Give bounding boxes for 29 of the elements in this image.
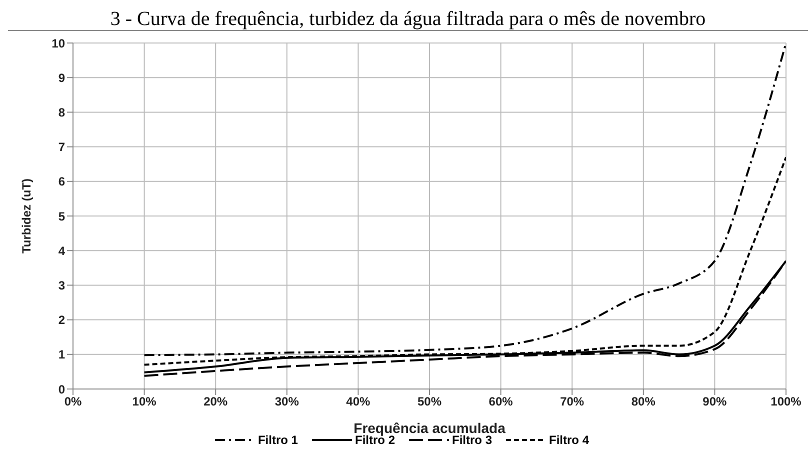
x-tick-label: 0% [64, 394, 82, 409]
y-tick-label: 10 [52, 36, 66, 50]
legend-label: Filtro 3 [452, 433, 492, 447]
chart-title: 3 - Curva de frequência, turbidez da água filtrada para o mês de novembro [8, 8, 808, 31]
y-tick-label: 2 [58, 313, 66, 328]
legend-label: Filtro 1 [256, 433, 298, 447]
x-tick-label: 70% [560, 394, 584, 409]
legend-label: Filtro 4 [548, 433, 590, 447]
y-axis-title: Turbidez (uT) [19, 178, 34, 254]
x-tick-label: 60% [488, 394, 514, 409]
x-tick-label: 10% [132, 394, 157, 409]
y-tick-label: 8 [58, 105, 66, 120]
x-tick-label: 80% [631, 394, 656, 409]
x-tick-label: 100% [770, 394, 802, 409]
y-tick-label: 5 [58, 209, 66, 224]
y-tick-label: 0 [58, 382, 66, 396]
y-tick-label: 9 [58, 70, 66, 85]
x-tick-label: 20% [204, 394, 228, 409]
x-tick-label: 40% [346, 394, 371, 409]
y-tick-label: 4 [58, 244, 66, 258]
x-tick-label: 30% [274, 394, 300, 409]
x-tick-label: 50% [417, 394, 442, 409]
y-tick-label: 7 [58, 140, 66, 154]
x-tick-label: 90% [702, 394, 728, 409]
x-axis-title: Frequência acumulada [354, 420, 506, 436]
y-tick-label: 1 [58, 348, 66, 362]
y-tick-label: 6 [58, 174, 66, 189]
y-tick-label: 3 [58, 278, 66, 292]
line-series [143, 43, 786, 356]
